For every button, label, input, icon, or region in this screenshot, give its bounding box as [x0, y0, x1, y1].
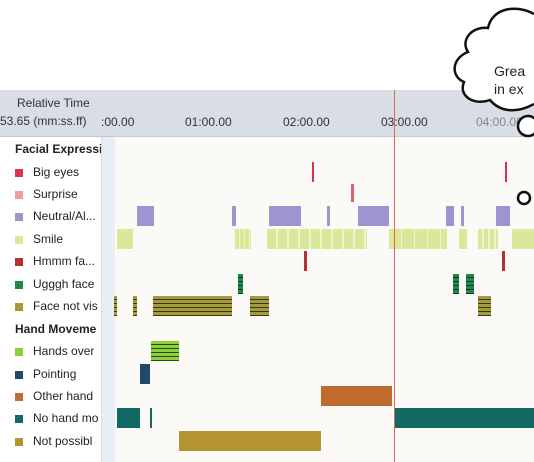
annotation-segment[interactable] [505, 162, 507, 182]
row-label[interactable]: Hmmm fa... [0, 251, 101, 271]
row-label-text: Not possibl [33, 434, 93, 448]
group-hand-movements[interactable]: Hand Moveme [15, 322, 97, 336]
color-swatch [15, 280, 23, 289]
annotation-segment[interactable] [502, 251, 505, 271]
group-facial-expressions[interactable]: Facial Expressi [15, 142, 101, 156]
row-label[interactable]: Ugggh face [0, 274, 101, 294]
playhead-cursor[interactable] [394, 90, 395, 462]
annotation-segment[interactable] [117, 408, 140, 428]
row-label-text: Surprise [33, 187, 78, 201]
annotation-segment[interactable] [312, 162, 314, 182]
color-swatch [15, 437, 23, 446]
annotation-segment[interactable] [466, 274, 474, 294]
time-tick-2: 02:00.00 [283, 115, 330, 129]
row-label-text: Pointing [33, 367, 77, 381]
color-swatch [15, 257, 23, 266]
annotation-segment[interactable] [358, 206, 389, 226]
time-tick-4: 04:00.00 [476, 115, 523, 129]
timeline-left-gutter [101, 137, 115, 462]
thought-bubble [453, 7, 534, 138]
annotation-segment[interactable] [327, 206, 330, 226]
bubble-text-line1: Grea [494, 63, 526, 79]
annotation-segment[interactable] [133, 296, 137, 316]
row-label-text: Hands over [33, 344, 95, 358]
color-swatch [15, 190, 23, 199]
relative-time-label: Relative Time [17, 96, 90, 110]
annotation-segment[interactable] [150, 408, 152, 428]
color-swatch [15, 212, 23, 221]
annotation-segment[interactable] [250, 296, 269, 316]
row-label[interactable]: Face not vis [0, 296, 101, 316]
annotation-segment[interactable] [238, 274, 243, 294]
annotation-segment[interactable] [269, 206, 301, 226]
color-swatch [15, 302, 23, 311]
bubble-text-line2: in ex [494, 81, 524, 97]
row-label[interactable]: Not possibl [0, 431, 101, 451]
annotation-segment[interactable] [151, 341, 179, 361]
annotation-segment[interactable] [179, 431, 321, 451]
row-label[interactable]: Hands over [0, 341, 101, 361]
color-swatch [15, 414, 23, 423]
annotation-segment[interactable] [114, 296, 117, 316]
color-swatch [15, 168, 23, 177]
annotation-segment[interactable] [140, 364, 150, 384]
annotation-segment[interactable] [389, 229, 447, 249]
time-tick-3: 03:00.00 [381, 115, 428, 129]
row-label-text: Face not vis [33, 299, 98, 313]
annotation-segment[interactable] [137, 206, 154, 226]
annotation-segment[interactable] [459, 229, 467, 249]
annotation-segment[interactable] [453, 274, 459, 294]
row-label-text: Big eyes [33, 165, 80, 179]
row-label[interactable]: Pointing [0, 364, 101, 384]
annotation-segment[interactable] [512, 229, 534, 249]
row-label-text: Smile [33, 232, 64, 246]
annotation-segment[interactable] [232, 206, 236, 226]
row-label-text: No hand mo [33, 411, 99, 425]
color-swatch [15, 235, 23, 244]
row-label-text: Other hand [33, 389, 94, 403]
row-label[interactable]: Surprise [0, 184, 101, 204]
current-time-readout: 53.65 (mm:ss.ff) [0, 114, 87, 128]
color-swatch [15, 347, 23, 356]
row-label[interactable]: Neutral/Al... [0, 206, 101, 226]
row-label-text: Hmmm fa... [33, 254, 95, 268]
annotation-segment[interactable] [478, 296, 491, 316]
row-label-text: Neutral/Al... [33, 209, 96, 223]
annotation-segment[interactable] [478, 229, 498, 249]
thought-bubble-dot [516, 190, 532, 206]
time-tick-0: :00.00 [101, 115, 135, 129]
top-blank-area [0, 0, 534, 90]
annotation-segment[interactable] [267, 229, 367, 249]
annotation-segment[interactable] [235, 229, 251, 249]
annotation-segment[interactable] [351, 184, 354, 202]
annotation-segment[interactable] [321, 386, 392, 406]
timeline-header: Relative Time 53.65 (mm:ss.ff) [0, 90, 534, 137]
row-label[interactable]: Smile [0, 229, 101, 249]
time-tick-1: 01:00.00 [185, 115, 232, 129]
annotation-segment[interactable] [117, 229, 133, 249]
row-label[interactable]: Big eyes [0, 162, 101, 182]
annotation-segment[interactable] [496, 206, 510, 226]
annotation-segment[interactable] [304, 251, 307, 271]
annotation-segment[interactable] [394, 408, 534, 428]
row-label[interactable]: Other hand [0, 386, 101, 406]
annotation-segment[interactable] [446, 206, 454, 226]
annotation-segment[interactable] [153, 296, 232, 316]
row-label[interactable]: No hand mo [0, 408, 101, 428]
annotation-segment[interactable] [461, 206, 464, 226]
color-swatch [15, 392, 23, 401]
color-swatch [15, 370, 23, 379]
row-label-text: Ugggh face [33, 277, 95, 291]
